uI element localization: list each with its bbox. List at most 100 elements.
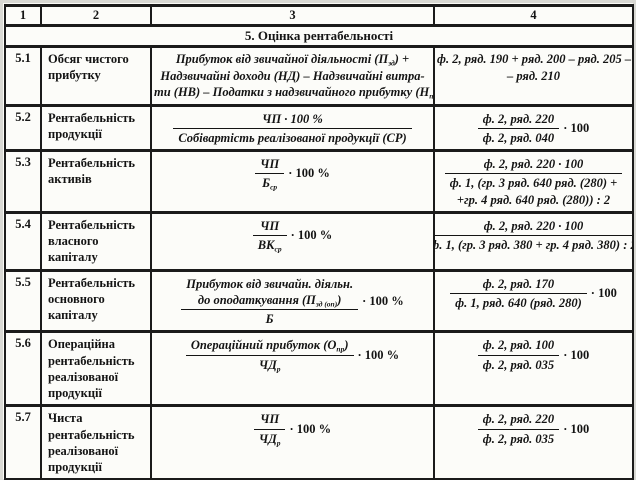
fraction-numerator: ф. 2, ряд. 100	[477, 337, 560, 356]
indicator-formula: ЧП Бср · 100 %	[154, 155, 431, 192]
form-rows-reference: ф. 2, ряд. 220 · 100 ф. 1, (гр. 3 ряд. 38…	[436, 217, 631, 254]
fraction: ф. 2, ряд. 220 ф. 2, ряд. 035	[477, 411, 560, 447]
form-rows-reference-line: ф. 2, ряд. 190 + ряд. 200 – ряд. 205 –	[437, 52, 632, 66]
formula-cell: ЧП Бср · 100 %	[150, 149, 435, 214]
fraction-numerator: ЧП	[252, 218, 287, 236]
table-row: 5.7 Чиста рентабельність реалізованої про…	[4, 404, 634, 480]
calculation-cell: ф. 2, ряд. 100 ф. 2, ряд. 035 · 100	[433, 330, 634, 408]
table-body: 5. Оцінка рентабельності 5.1 Обсяг чистог…	[4, 24, 634, 480]
fraction-denominator: ф. 2, ряд. 035	[478, 430, 559, 447]
denominator-line: ф. 2, ряд. 035	[482, 357, 555, 372]
fraction-denominator: Бср	[255, 174, 284, 191]
fraction-denominator: ЧДр	[254, 430, 286, 447]
denominator-line: Собівартість реалізованої продукції (СР)	[178, 130, 407, 145]
denominator-line: ф. 2, ряд. 035	[482, 431, 555, 446]
fraction-denominator: ф. 1, ряд. 640 (ряд. 280)	[450, 294, 587, 311]
row-number: 5.5	[4, 268, 42, 334]
indicator-formula: Операційний прибуток (Опр) ЧДр · 100 %	[154, 336, 431, 373]
numerator-line: ф. 2, ряд. 220 · 100	[483, 218, 584, 233]
fraction-numerator: Прибуток від звичайн. діяльн. до оподатку…	[181, 276, 359, 310]
fraction-numerator: ф. 2, ряд. 220 · 100	[436, 218, 631, 236]
row-number: 5.1	[4, 45, 42, 107]
formula-cell: Операційний прибуток (Опр) ЧДр · 100 %	[150, 330, 435, 408]
fraction-numerator: ф. 2, ряд. 220	[477, 411, 560, 430]
multiplier: · 100	[563, 347, 590, 362]
fraction: ЧП ВКср	[252, 218, 287, 254]
scanned-document-page: 1 2 3 4 5. Оцінка рентабельності 5.1 Обся…	[3, 3, 634, 480]
numerator-line: ф. 2, ряд. 220	[482, 111, 555, 126]
calculation-cell: ф. 2, ряд. 220 ф. 2, ряд. 040 · 100	[433, 103, 634, 152]
numerator-line: Операційний прибуток (Опр)	[190, 338, 349, 354]
table-row: 5.5 Рентабельність основного капіталу Приб…	[4, 268, 634, 334]
numerator-line: ф. 2, ряд. 220	[482, 412, 555, 427]
fraction-denominator: ф. 2, ряд. 040	[478, 129, 559, 146]
fraction-numerator: ф. 2, ряд. 220	[477, 111, 560, 129]
denominator-line: Б	[265, 312, 274, 326]
row-number: 5.3	[4, 149, 42, 214]
table-head: 1 2 3 4	[4, 4, 634, 27]
denominator-line: ВКср	[257, 238, 282, 254]
indicator-formula-line: ти (НВ) – Податки з надзвичайного прибут…	[154, 85, 434, 101]
form-rows-reference: ф. 2, ряд. 220 ф. 2, ряд. 040 · 100	[437, 110, 630, 147]
multiplier: · 100 %	[290, 228, 333, 242]
calculation-cell: ф. 2, ряд. 190 + ряд. 200 – ряд. 205 – – …	[433, 45, 634, 107]
denominator-line: ф. 1, (гр. 3 ряд. 640 ряд. (280) +	[449, 176, 618, 191]
indicator-name: Операційна рентабельність реалізованої п…	[40, 330, 152, 408]
fraction: ф. 2, ряд. 220 · 100 ф. 1, (гр. 3 ряд. 64…	[444, 156, 623, 208]
indicator-formula-line: Прибуток від звичайної діяльності (Пзд) …	[175, 52, 410, 68]
numerator-line: ф. 2, ряд. 170	[482, 276, 555, 291]
multiplier: · 100	[590, 285, 617, 300]
multiplier: · 100 %	[288, 166, 330, 181]
calculation-cell: ф. 2, ряд. 220 ф. 2, ряд. 035 · 100	[433, 404, 634, 480]
numerator-line: ф. 2, ряд. 220 · 100	[483, 157, 584, 171]
fraction: ЧП Бср	[255, 156, 285, 192]
row-number: 5.4	[4, 210, 42, 272]
col-header-4: 4	[433, 4, 634, 27]
table-row: 5.6 Операційна рентабельність реалізовано…	[4, 330, 634, 408]
formula-cell: ЧП ВКср · 100 %	[150, 210, 435, 272]
fraction-numerator: ЧП · 100 %	[173, 111, 412, 129]
fraction-denominator: ф. 1, (гр. 3 ряд. 380 + гр. 4 ряд. 380) …	[436, 236, 631, 253]
fraction: ЧП · 100 % Собівартість реалізованої прод…	[173, 111, 412, 147]
indicator-formula: ЧП ВКср · 100 %	[154, 217, 431, 254]
calculation-cell: ф. 2, ряд. 170 ф. 1, ряд. 640 (ряд. 280) ·…	[433, 268, 634, 334]
form-rows-reference: ф. 2, ряд. 220 ф. 2, ряд. 035 · 100	[437, 410, 630, 447]
col-header-1: 1	[4, 4, 42, 27]
table-row: 5.4 Рентабельність власного капіталу ЧП ВКс…	[4, 210, 634, 272]
fraction-numerator: ф. 2, ряд. 170	[450, 276, 587, 294]
fraction-numerator: Операційний прибуток (Опр)	[185, 337, 354, 356]
row-number: 5.6	[4, 330, 42, 408]
table-row: 5.1 Обсяг чистого прибутку Прибуток від зв…	[4, 45, 634, 107]
denominator-line: ф. 2, ряд. 040	[482, 130, 555, 145]
denominator-line: ЧДр	[258, 431, 281, 448]
fraction-numerator: ЧП	[255, 156, 285, 175]
indicator-name: Обсяг чистого прибутку	[40, 45, 152, 107]
calculation-cell: ф. 2, ряд. 220 · 100 ф. 1, (гр. 3 ряд. 38…	[433, 210, 634, 272]
formula-cell: Прибуток від звичайної діяльності (Пзд) …	[150, 45, 435, 107]
form-rows-reference-line: – ряд. 210	[506, 68, 561, 83]
multiplier: · 100 %	[357, 347, 400, 362]
fraction-numerator: ф. 2, ряд. 220 · 100	[444, 156, 623, 175]
numerator-line: ЧП	[260, 218, 280, 233]
numerator-line: ЧП	[260, 157, 280, 171]
calculation-cell: ф. 2, ряд. 220 · 100 ф. 1, (гр. 3 ряд. 64…	[433, 149, 634, 214]
indicator-formula: ЧП · 100 % Собівартість реалізованої прод…	[154, 110, 431, 147]
row-number: 5.2	[4, 103, 42, 152]
indicator-formula-line: Надзвичайні доходи (НД) – Надзвичайні ви…	[160, 68, 425, 83]
fraction-denominator: ф. 2, ряд. 035	[478, 356, 559, 373]
fraction: ЧП ЧДр	[253, 411, 286, 447]
indicator-name: Рентабельність власного капіталу	[40, 210, 152, 272]
denominator-line: ф. 1, ряд. 640 (ряд. 280)	[455, 295, 582, 310]
fraction-denominator: ф. 1, (гр. 3 ряд. 640 ряд. (280) + +гр. 4…	[445, 174, 623, 208]
table-row: 5.3 Рентабельність активів ЧП Бср · 100 % ф. …	[4, 149, 634, 214]
denominator-line: Бср	[262, 176, 278, 192]
profitability-assessment-table: 1 2 3 4 5. Оцінка рентабельності 5.1 Обся…	[4, 4, 634, 480]
fraction: ф. 2, ряд. 220 · 100 ф. 1, (гр. 3 ряд. 38…	[436, 218, 631, 254]
section-title: 5. Оцінка рентабельності	[4, 24, 634, 48]
fraction: ф. 2, ряд. 220 ф. 2, ряд. 040	[477, 111, 560, 147]
column-number-row: 1 2 3 4	[4, 4, 634, 27]
form-rows-reference: ф. 2, ряд. 170 ф. 1, ряд. 640 (ряд. 280) ·…	[437, 275, 630, 312]
multiplier: · 100	[563, 120, 590, 135]
table-row: 5.2 Рентабельність продукції ЧП · 100 % Соб…	[4, 103, 634, 152]
fraction-denominator: Собівартість реалізованої продукції (СР)	[173, 129, 411, 146]
